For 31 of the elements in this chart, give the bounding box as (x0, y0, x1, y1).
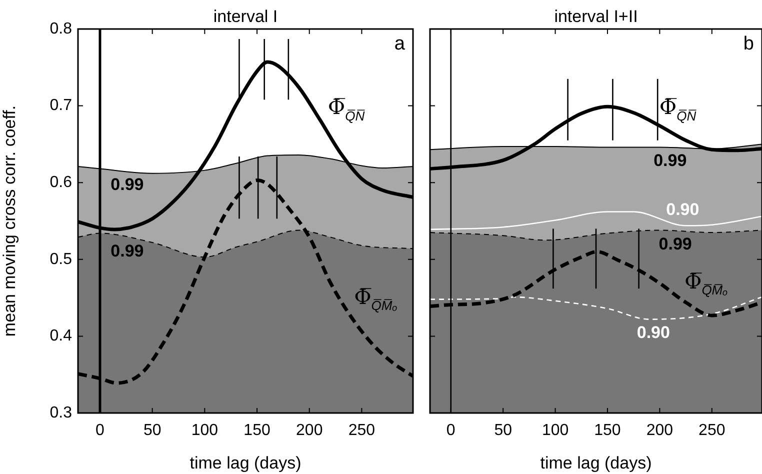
x-tick-label: 150 (244, 422, 270, 440)
x-tick-label: 50 (143, 422, 162, 440)
chart-title: interval I+II (554, 7, 638, 26)
x-tick-label: 200 (296, 422, 323, 440)
annotation: 0.90 (636, 322, 670, 342)
y-tick-label: 0.6 (50, 174, 72, 192)
y-tick-label: 0.5 (50, 250, 72, 268)
y-tick-label: 0.7 (50, 97, 72, 114)
y-tick-label: 0.3 (50, 404, 72, 422)
x-tick-label: 0 (446, 422, 456, 440)
annotation: 0.99 (654, 150, 687, 170)
x-tick-label: 100 (191, 422, 218, 440)
annotation: 0.99 (110, 174, 144, 194)
annotation: 0.99 (658, 234, 692, 254)
x-tick-label: 100 (542, 422, 569, 440)
x-tick-label: 250 (698, 422, 726, 440)
y-tick-label: 0.4 (50, 328, 72, 345)
x-tick-label: 200 (646, 422, 674, 440)
x-tick-label: 0 (96, 422, 105, 440)
annotation: b (743, 34, 754, 55)
x-tick-label: 150 (594, 422, 621, 440)
x-axis-title: time lag (days) (190, 453, 302, 472)
x-tick-label: 50 (494, 422, 512, 440)
y-axis-title: mean moving cross corr. coeff. (0, 105, 19, 337)
chart-title: interval I (213, 7, 278, 26)
y-tick-label: 0.8 (50, 20, 72, 38)
annotation: 0.90 (666, 200, 700, 219)
annotation: a (394, 34, 406, 55)
annotation: 0.99 (110, 242, 144, 261)
x-axis-title: time lag (days) (540, 453, 652, 472)
x-tick-label: 250 (348, 422, 376, 440)
